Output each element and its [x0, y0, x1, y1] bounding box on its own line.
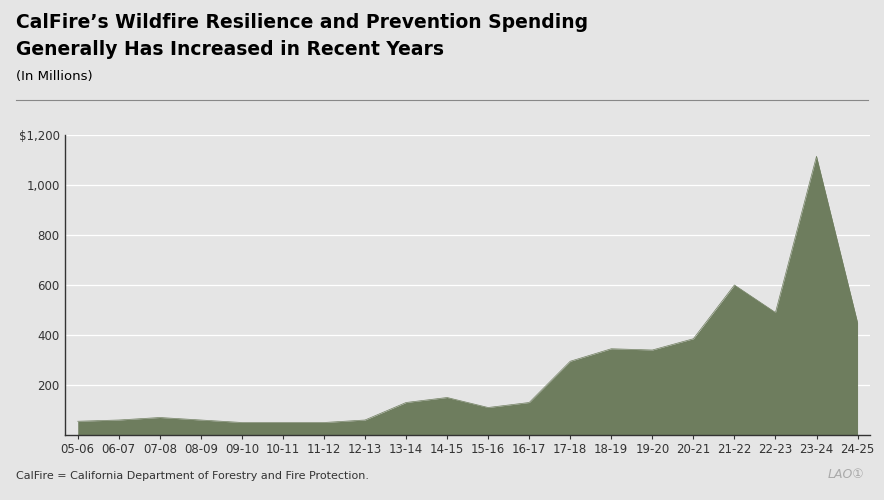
Text: (In Millions): (In Millions)	[16, 70, 93, 83]
Text: Generally Has Increased in Recent Years: Generally Has Increased in Recent Years	[16, 40, 444, 59]
Text: CalFire = California Department of Forestry and Fire Protection.: CalFire = California Department of Fores…	[16, 471, 369, 481]
Text: CalFire’s Wildfire Resilience and Prevention Spending: CalFire’s Wildfire Resilience and Preven…	[16, 12, 588, 32]
Text: LAO①: LAO①	[828, 468, 865, 481]
